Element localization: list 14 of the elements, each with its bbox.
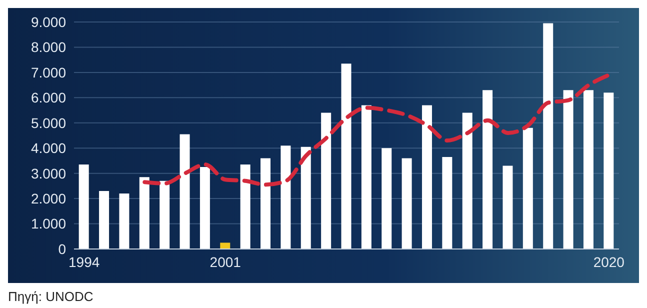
y-tick-label: 9.000: [30, 14, 66, 30]
y-tick-label: 0: [58, 240, 66, 257]
y-tick-label: 1.000: [30, 216, 66, 232]
y-tick-label: 6.000: [30, 90, 66, 106]
x-tick-label: 2020: [593, 254, 625, 270]
y-tick-label: 5.000: [30, 114, 66, 131]
x-tick-label: 1994: [68, 254, 100, 270]
y-tick-label: 3.000: [30, 165, 66, 182]
y-tick-label: 8.000: [30, 39, 66, 56]
y-tick-label: 4.000: [30, 140, 66, 156]
y-tick-label: 7.000: [30, 64, 66, 80]
text: Πηγή: UNODC: [8, 289, 94, 304]
x-tick-label: 2001: [210, 254, 242, 270]
y-tick-label: 2.000: [30, 190, 66, 207]
